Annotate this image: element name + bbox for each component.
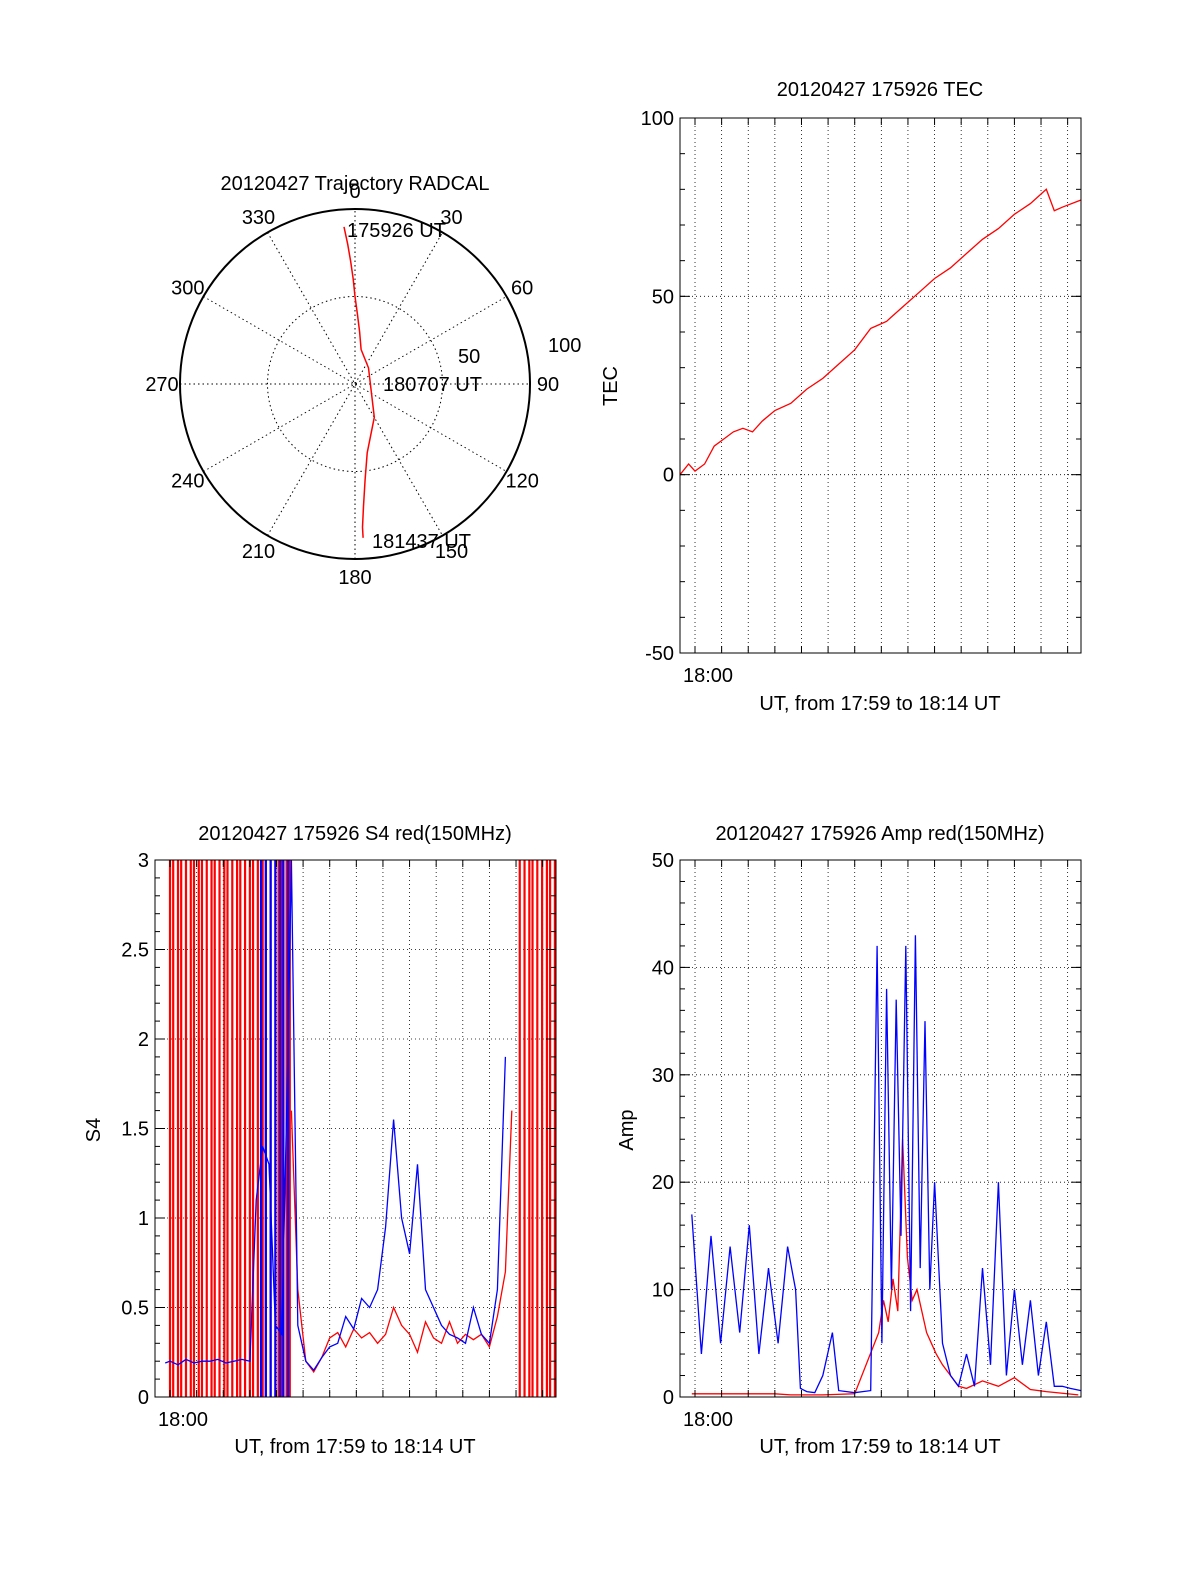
red-series-line	[290, 1110, 513, 1374]
y-tick-label: -50	[645, 643, 674, 665]
polar-panel: 20120427 Trajectory RADCAL 0 30 60 90 120 150…	[145, 173, 581, 589]
s4-panel: 20120427 175926 S4 red(150MHz) 0 0.5 1 1.5 2…	[83, 823, 557, 1458]
annotation-mid-time: 180707 UT	[383, 374, 482, 396]
y-tick-label: 2	[138, 1029, 149, 1051]
polar-angle-label: 60	[511, 278, 533, 300]
polar-radius-label-50: 50	[458, 346, 480, 368]
y-tick-label: 1.5	[121, 1119, 149, 1141]
polar-angle-label: 240	[171, 471, 204, 493]
y-tick-label: 1	[138, 1208, 149, 1230]
polar-outer-circle	[179, 208, 531, 560]
polar-title: 20120427 Trajectory RADCAL	[220, 173, 489, 195]
annotation-end-time: 181437 UT	[372, 531, 471, 553]
y-tick-label: 40	[652, 957, 674, 979]
y-tick-label: 0	[663, 465, 674, 487]
amp-x-tick-label: 18:00	[683, 1409, 733, 1431]
y-tick-label: 0	[663, 1387, 674, 1409]
polar-angle-label: 300	[171, 278, 204, 300]
polar-angle-label: 150	[435, 541, 468, 563]
red-series-line	[691, 1139, 1079, 1396]
y-tick-label: 2.5	[121, 940, 149, 962]
y-tick-label: 0	[138, 1387, 149, 1409]
tec-plot-frame	[679, 117, 1082, 654]
polar-angle-label: 330	[242, 207, 275, 229]
s4-y-axis-label: S4	[83, 1118, 105, 1142]
tec-title: 20120427 175926 TEC	[777, 79, 983, 101]
s4-series	[164, 859, 556, 1397]
y-tick-label: 3	[138, 850, 149, 872]
polar-angle-label: 120	[505, 471, 538, 493]
polar-angle-label: 180	[338, 567, 371, 589]
blue-series-line	[691, 935, 1082, 1394]
polar-grid	[180, 209, 530, 559]
tec-x-tick-label: 18:00	[683, 665, 733, 687]
amp-x-axis-label: UT, from 17:59 to 18:14 UT	[759, 1436, 1000, 1458]
s4-title: 20120427 175926 S4 red(150MHz)	[198, 823, 512, 845]
amp-panel: 20120427 175926 Amp red(150MHz) 0 10 20 30 4…	[616, 823, 1082, 1458]
amp-series	[691, 935, 1082, 1396]
red-series-line	[679, 188, 1082, 476]
polar-trajectory-line	[343, 226, 376, 538]
s4-x-axis-label: UT, from 17:59 to 18:14 UT	[234, 1436, 475, 1458]
tec-y-axis-label: TEC	[600, 366, 622, 406]
y-tick-label: 0.5	[121, 1298, 149, 1320]
y-tick-label: 50	[652, 850, 674, 872]
tec-ticks: -50 0 50 100	[641, 108, 1081, 665]
polar-angle-label: 90	[537, 374, 559, 396]
polar-angle-label: 0	[349, 181, 360, 203]
y-tick-label: 50	[652, 286, 674, 308]
s4-ticks: 0 0.5 1 1.5 2 2.5 3	[121, 850, 556, 1409]
blue-series-line	[164, 859, 507, 1372]
polar-angle-label: 270	[145, 374, 178, 396]
tec-series	[679, 188, 1082, 476]
y-tick-label: 30	[652, 1065, 674, 1087]
y-tick-label: 20	[652, 1172, 674, 1194]
annotation-start-time: 175926 UT	[347, 220, 446, 242]
polar-angle-label: 210	[242, 541, 275, 563]
tec-grid	[680, 118, 1081, 653]
tec-panel: 20120427 175926 TEC -50 0 50 100 18:00 UT, …	[600, 79, 1082, 715]
polar-radius-label-100: 100	[548, 335, 581, 357]
amp-ticks: 0 10 20 30 40 50	[652, 850, 1081, 1409]
s4-x-tick-label: 18:00	[158, 1409, 208, 1431]
y-tick-label: 100	[641, 108, 674, 130]
tec-x-axis-label: UT, from 17:59 to 18:14 UT	[759, 693, 1000, 715]
polar-angle-labels: 0 30 60 90 120 150 180 210 240 270 300 330	[145, 181, 559, 589]
amp-y-axis-label: Amp	[616, 1109, 638, 1150]
y-tick-label: 10	[652, 1280, 674, 1302]
amp-title: 20120427 175926 Amp red(150MHz)	[715, 823, 1044, 845]
amp-plot-frame	[679, 859, 1082, 1398]
polar-angle-label: 30	[440, 207, 462, 229]
